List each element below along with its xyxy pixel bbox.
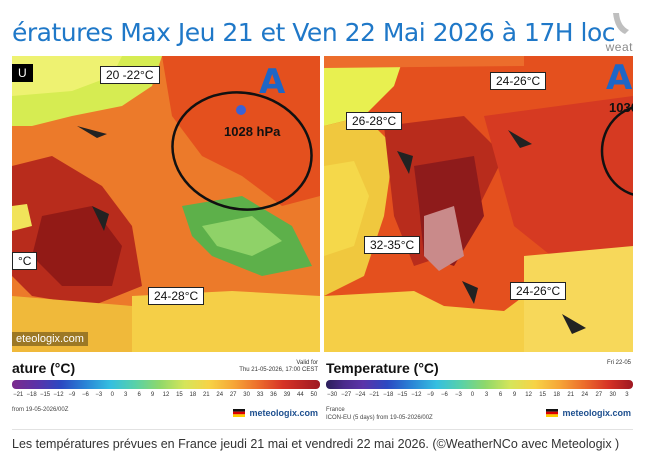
scale-ticks: −30 −27 −24 −21 −18 −15 −12 −9 −6 −3 0 3 6 9 12 15 18 21 2… [326,392,633,401]
scale-tick-label: 3 [124,392,128,398]
scale-tick-label: 15 [539,392,546,398]
temp-label-north: 24-26°C [490,72,547,90]
scale-tick-label: −12 [411,392,422,398]
map-corner-label: U [12,64,33,82]
scale-tick-label: −24 [355,392,366,398]
maps-row: U 20 -22°C 24-28°C °C A 1028 hPa eteolog… [12,56,633,352]
scale-tick-label: 9 [150,392,155,398]
temperature-field-thursday [12,56,320,352]
legend-title: ature (°C) [12,360,76,376]
scale-tick-label: −3 [95,392,103,398]
scale-tick-label: 21 [567,392,575,398]
scale-tick-label: −21 [369,392,380,398]
scale-tick-label: 27 [595,392,603,398]
forecast-figure: ératures Max Jeu 21 et Ven 22 Mai 2026 à… [12,10,633,428]
scale-tick-label: 24 [581,392,589,398]
scale-tick-label: 15 [176,392,183,398]
model-info: from 19-05-2026/00Z [12,407,69,413]
scale-tick-label: 9 [512,392,517,398]
source-logos: meteologix.com [233,406,318,420]
source-logos: meteologix.com [546,406,631,420]
scale-tick-label: −6 [440,392,448,398]
scale-tick-label: 33 [256,392,264,398]
scale-tick-label: 6 [137,392,141,398]
scale-tick-label: 0 [110,392,114,398]
scale-tick-label: 3 [625,392,629,398]
temp-label-southeast: 24-28°C [148,287,205,305]
figure-headline: ératures Max Jeu 21 et Ven 22 Mai 2026 à… [12,18,616,47]
scale-tick-label: 18 [189,392,197,398]
scale-tick-label: 12 [162,392,170,398]
scale-tick-label: 30 [609,392,617,398]
scale-tick-label: 24 [216,392,224,398]
scale-tick-label: 30 [243,392,250,398]
caption-divider [12,429,633,430]
meteologix-logo: meteologix.com [562,408,631,418]
scale-tick-label: −15 [39,392,51,398]
temp-label-southwest: 32-35°C [364,236,421,254]
temp-label-southwest: °C [12,252,38,270]
scale-tick-label: 21 [202,392,210,398]
valid-time: Valid for Thu 21-05-2026, 17:00 CEST [239,360,318,373]
high-pressure-value: 1028 hPa [224,124,281,139]
scale-tick-label: −27 [341,392,352,398]
scale-tick-label: −18 [383,392,394,398]
scale-tick-label: 44 [297,392,304,398]
scale-tick-label: 39 [283,392,291,398]
scale-tick-label: 0 [470,392,475,398]
map-attribution: eteologix.com [12,332,88,346]
scale-tick-label: −12 [53,392,64,398]
scale-ticks: −21 −18 −15 −12 −9 −6 −3 0 3 6 9 12 15 18 21 24 27 30 33 36… [12,392,320,401]
temp-label-brittany: 26-28°C [346,112,403,130]
scale-tick-label: 6 [498,392,503,398]
brand-logo-icon [613,13,629,34]
brand-name: weat [605,40,633,54]
legend-thursday: ature (°C) Valid for Thu 21-05-2026, 17:… [12,360,320,428]
scale-tick-label: −9 [426,392,434,398]
scale-tick-label: 50 [310,392,318,398]
scale-tick-label: 36 [270,392,277,398]
meteologix-logo: meteologix.com [249,408,318,418]
model-info: France ICON-EU (5 days) from 19-05-2026/… [326,407,433,421]
figure-caption: Les températures prévues en France jeudi… [12,437,620,451]
scale-tick-label: 3 [484,392,489,398]
high-pressure-letter: A [259,62,286,102]
germany-flag-icon [233,409,246,417]
temp-label-north: 20 -22°C [100,66,160,84]
scale-tick-label: −21 [13,392,24,398]
high-pressure-value: 1030 [609,100,633,115]
legend-title: Temperature (°C) [326,360,439,376]
legend-friday: Temperature (°C) Fri 22-05 −30 −27 −24 −21−… [326,360,633,428]
germany-flag-icon [546,409,559,417]
scale-tick-label: −9 [68,392,76,398]
temp-label-southeast: 24-26°C [510,282,567,300]
scale-tick-label: −30 [327,392,338,398]
temperature-field-friday [324,56,633,352]
scale-tick-label: −15 [397,392,408,398]
high-pressure-letter: A [606,58,633,98]
map-thursday: U 20 -22°C 24-28°C °C A 1028 hPa eteolog… [12,56,320,352]
map-friday: 24-26°C 26-28°C 32-35°C 24-26°C A 1030 [324,56,633,352]
scale-tick-label: −3 [455,392,462,398]
color-scale-bar [12,380,320,389]
scale-tick-label: 18 [553,392,561,398]
valid-time: Fri 22-05 [606,360,631,366]
scale-tick-label: 12 [525,392,532,398]
color-scale-bar [326,380,633,389]
scale-tick-label: 27 [229,392,237,398]
scale-tick-label: −18 [26,392,37,398]
scale-tick-label: −6 [81,392,89,398]
